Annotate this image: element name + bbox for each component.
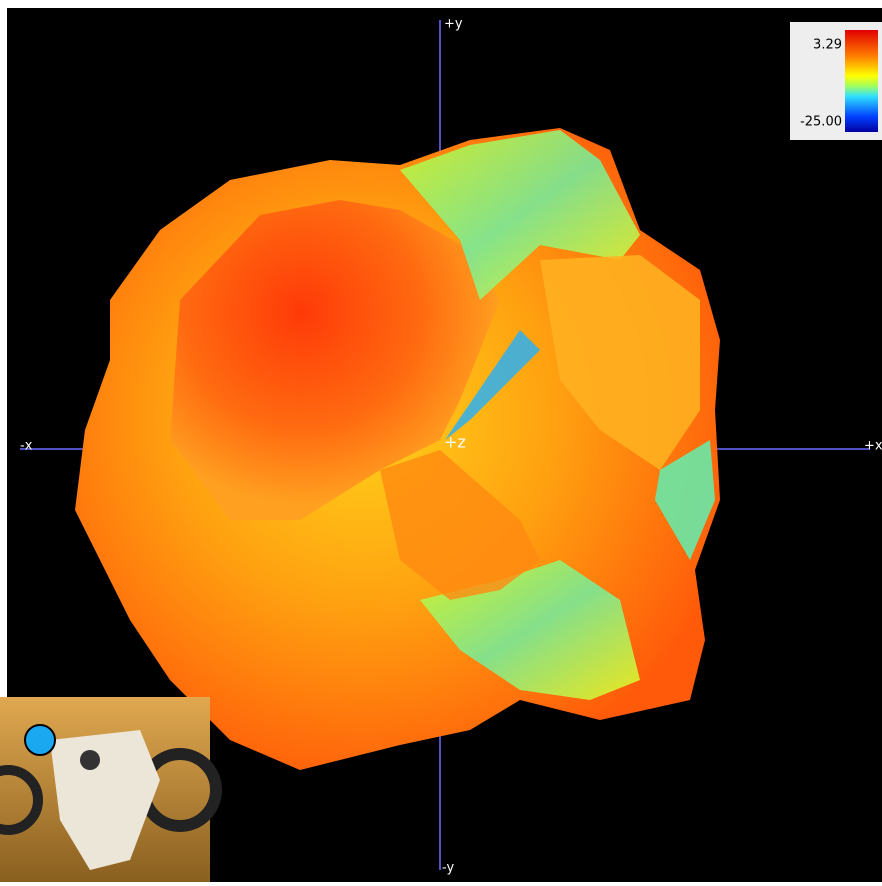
pattern-lobe xyxy=(400,130,640,300)
pattern-lobe xyxy=(380,450,540,600)
position-marker xyxy=(24,724,56,756)
axis-label: -y xyxy=(442,861,454,876)
color-scale-min: -25.00 xyxy=(800,115,842,130)
origin-label: +z xyxy=(444,433,466,452)
pattern-lobe xyxy=(170,200,500,520)
photo-wheel xyxy=(0,765,43,835)
photo-detail xyxy=(80,750,100,770)
photo-robot-body xyxy=(50,730,160,870)
axis-label: +x xyxy=(864,439,882,454)
axis-label: -x xyxy=(20,439,33,454)
device-photo xyxy=(0,697,222,882)
pattern-null xyxy=(445,330,540,440)
pattern-lobe xyxy=(655,440,715,560)
color-scale-max: 3.29 xyxy=(813,38,842,53)
axis-label: +y xyxy=(444,17,463,32)
color-scale-bar xyxy=(845,30,878,132)
pattern-lobe xyxy=(540,255,700,470)
